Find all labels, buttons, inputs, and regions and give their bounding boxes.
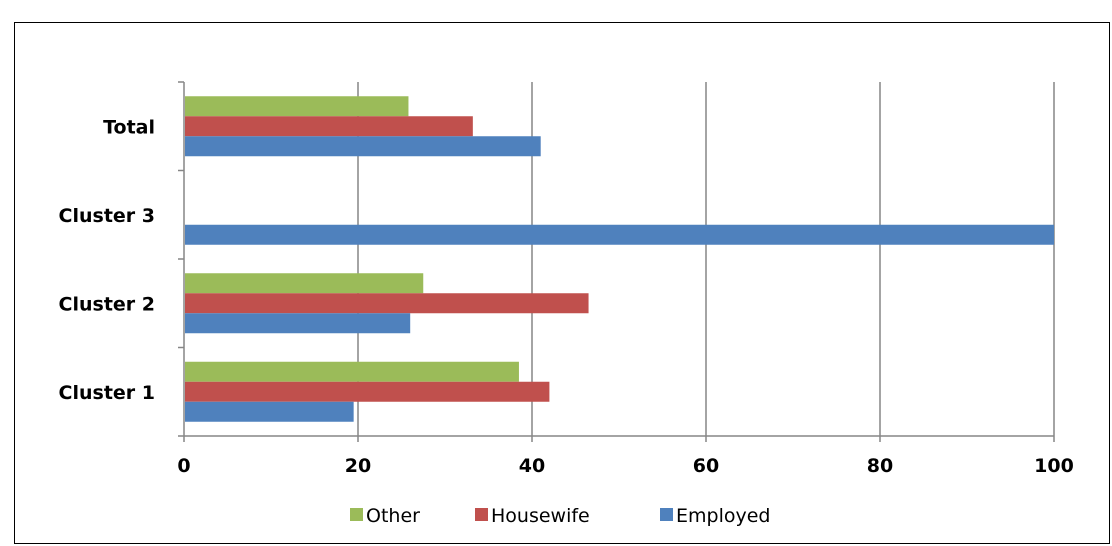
legend-swatch-other	[350, 508, 363, 521]
bar-employed-cluster-3	[185, 224, 1054, 245]
x-tick-label-0: 0	[177, 455, 190, 477]
x-tick-label-20: 20	[345, 455, 371, 477]
category-label-cluster-3: Cluster 3	[59, 205, 155, 227]
x-tick-label-80: 80	[867, 455, 893, 477]
bar-housewife-cluster-1	[185, 381, 550, 402]
bar-other-cluster-1	[185, 361, 519, 382]
bars	[185, 96, 1054, 422]
x-tick-label-40: 40	[519, 455, 545, 477]
bar-housewife-total	[185, 116, 473, 137]
bar-other-cluster-2	[185, 273, 424, 294]
axes	[178, 81, 1055, 442]
x-tick-label-60: 60	[693, 455, 719, 477]
legend-swatch-employed	[660, 508, 673, 521]
legend-label-employed: Employed	[676, 505, 770, 527]
bar-housewife-cluster-2	[185, 293, 589, 314]
labels: Cluster 1 Cluster 2 Cluster 3 Total 0 20 40 60 8…	[59, 116, 1074, 477]
bar-employed-cluster-1	[185, 401, 354, 422]
legend-label-other: Other	[366, 505, 420, 527]
bar-employed-cluster-2	[185, 313, 411, 334]
category-label-total: Total	[103, 116, 155, 138]
legend-label-housewife: Housewife	[491, 505, 590, 527]
category-label-cluster-2: Cluster 2	[59, 293, 155, 315]
bar-other-total	[185, 96, 409, 117]
bar-employed-total	[185, 136, 541, 157]
category-label-cluster-1: Cluster 1	[59, 382, 155, 404]
legend-swatch-housewife	[475, 508, 488, 521]
x-tick-label-100: 100	[1034, 455, 1074, 477]
legend: Other Housewife Employed	[350, 505, 770, 527]
